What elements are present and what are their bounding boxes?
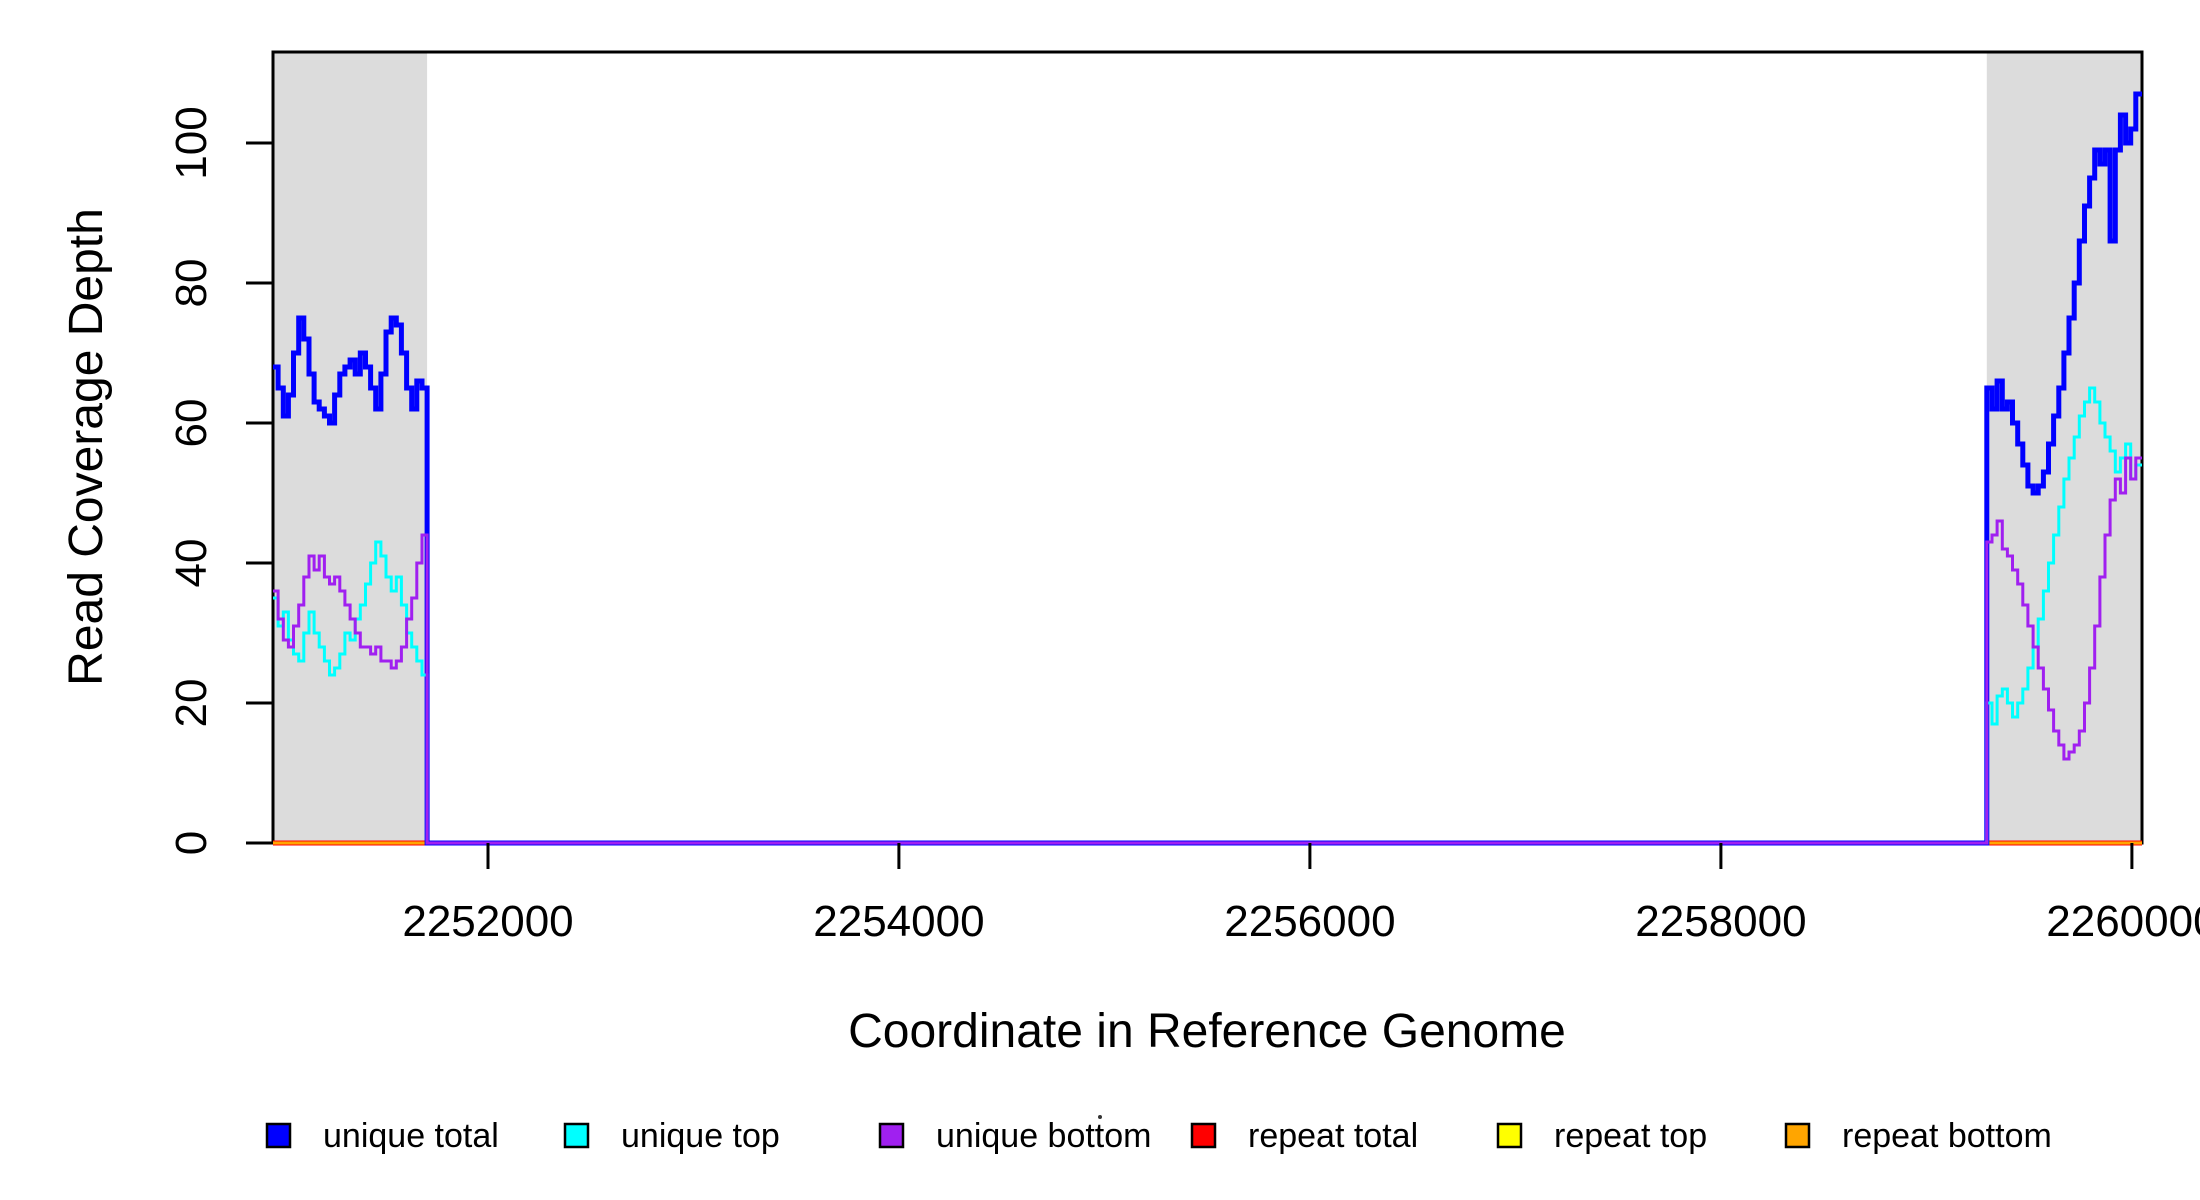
legend-label: unique total (323, 1117, 499, 1155)
stray-dot-artifact (1098, 1115, 1102, 1119)
series-group (273, 91, 2142, 846)
repeat-region-shade (1986, 52, 2142, 843)
legend-swatch (1784, 1122, 1811, 1149)
legend-label: unique bottom (936, 1117, 1152, 1155)
y-tick-label: 80 (167, 259, 216, 308)
y-tick-label: 40 (167, 539, 216, 588)
series-unique-top (273, 386, 2142, 845)
y-tick-label: 0 (167, 831, 216, 855)
y-tick-label: 20 (167, 679, 216, 728)
legend-label: repeat bottom (1842, 1117, 2052, 1155)
legend-group: unique total unique top unique bottom repea… (265, 1117, 2052, 1155)
legend-item-repeat-top: repeat top (1496, 1117, 1707, 1155)
legend-item-repeat-bottom: repeat bottom (1784, 1117, 2052, 1155)
repeat-region-shade (273, 52, 428, 843)
x-tick-label: 2258000 (1635, 897, 1806, 946)
series-unique-bottom (273, 456, 2142, 845)
legend-swatch (265, 1122, 292, 1149)
legend-swatch (1190, 1122, 1217, 1149)
legend-item-unique-bottom: unique bottom (878, 1117, 1152, 1155)
legend-swatch (1496, 1122, 1523, 1149)
x-axis-title: Coordinate in Reference Genome (848, 1005, 1566, 1058)
legend-item-repeat-total: repeat total (1190, 1117, 1418, 1155)
legend-item-unique-total: unique total (265, 1117, 499, 1155)
legend-label: unique top (621, 1117, 780, 1155)
y-tick-label: 60 (167, 399, 216, 448)
y-tick-label: 100 (167, 106, 216, 179)
x-tick-label: 2252000 (402, 897, 573, 946)
plot-box (271, 50, 2144, 845)
legend-label: repeat total (1248, 1117, 1418, 1155)
legend-swatch (563, 1122, 590, 1149)
repeat-region-shading-group (273, 52, 2142, 843)
x-tick-label: 2254000 (813, 897, 984, 946)
legend-label: repeat top (1554, 1117, 1707, 1155)
legend-item-unique-top: unique top (563, 1117, 780, 1155)
y-axis-title: Read Coverage Depth (60, 208, 113, 686)
x-tick-label: 2256000 (1224, 897, 1395, 946)
series-unique-total (273, 91, 2142, 846)
legend-swatch (878, 1122, 905, 1149)
